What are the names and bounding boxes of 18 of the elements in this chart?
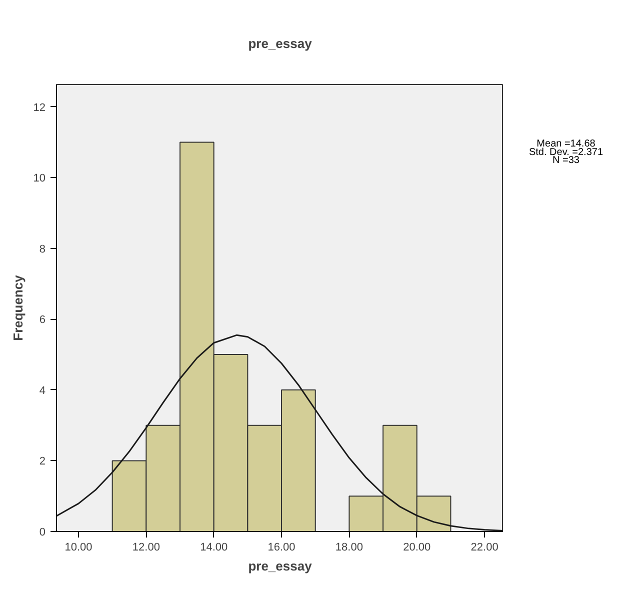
x-tick-label: 20.00 — [403, 542, 431, 554]
y-axis-title: Frequency — [10, 274, 26, 341]
x-tick-label: 18.00 — [335, 542, 363, 554]
y-tick-label: 2 — [39, 456, 46, 468]
y-tick-label: 8 — [39, 243, 46, 256]
x-tick-label: 22.00 — [470, 542, 498, 554]
x-tick-label: 14.00 — [200, 542, 228, 554]
y-tick-label: 0 — [39, 526, 46, 538]
x-tick-label: 10.00 — [64, 542, 92, 554]
y-tick-label: 6 — [39, 314, 46, 326]
chart-title: pre_essay — [248, 36, 313, 51]
x-tick-label: 16.00 — [268, 542, 296, 554]
y-tick-label: 12 — [33, 102, 46, 114]
x-tick-label: 12.00 — [132, 542, 160, 554]
y-tick-label: 10 — [33, 172, 46, 185]
text: N =33 — [552, 155, 580, 166]
x-axis-title: pre_essay — [248, 558, 313, 574]
y-tick-label: 4 — [39, 384, 46, 397]
